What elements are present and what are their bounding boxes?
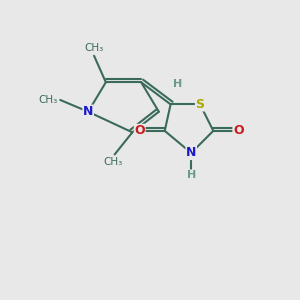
Text: N: N: [186, 146, 196, 159]
Text: H: H: [173, 79, 183, 89]
Text: CH₃: CH₃: [103, 158, 123, 167]
Text: O: O: [134, 124, 145, 137]
Text: CH₃: CH₃: [84, 43, 104, 53]
Text: S: S: [196, 98, 205, 111]
Text: N: N: [83, 105, 93, 118]
Text: CH₃: CH₃: [38, 95, 57, 105]
Text: H: H: [187, 170, 196, 180]
Text: O: O: [233, 124, 244, 137]
